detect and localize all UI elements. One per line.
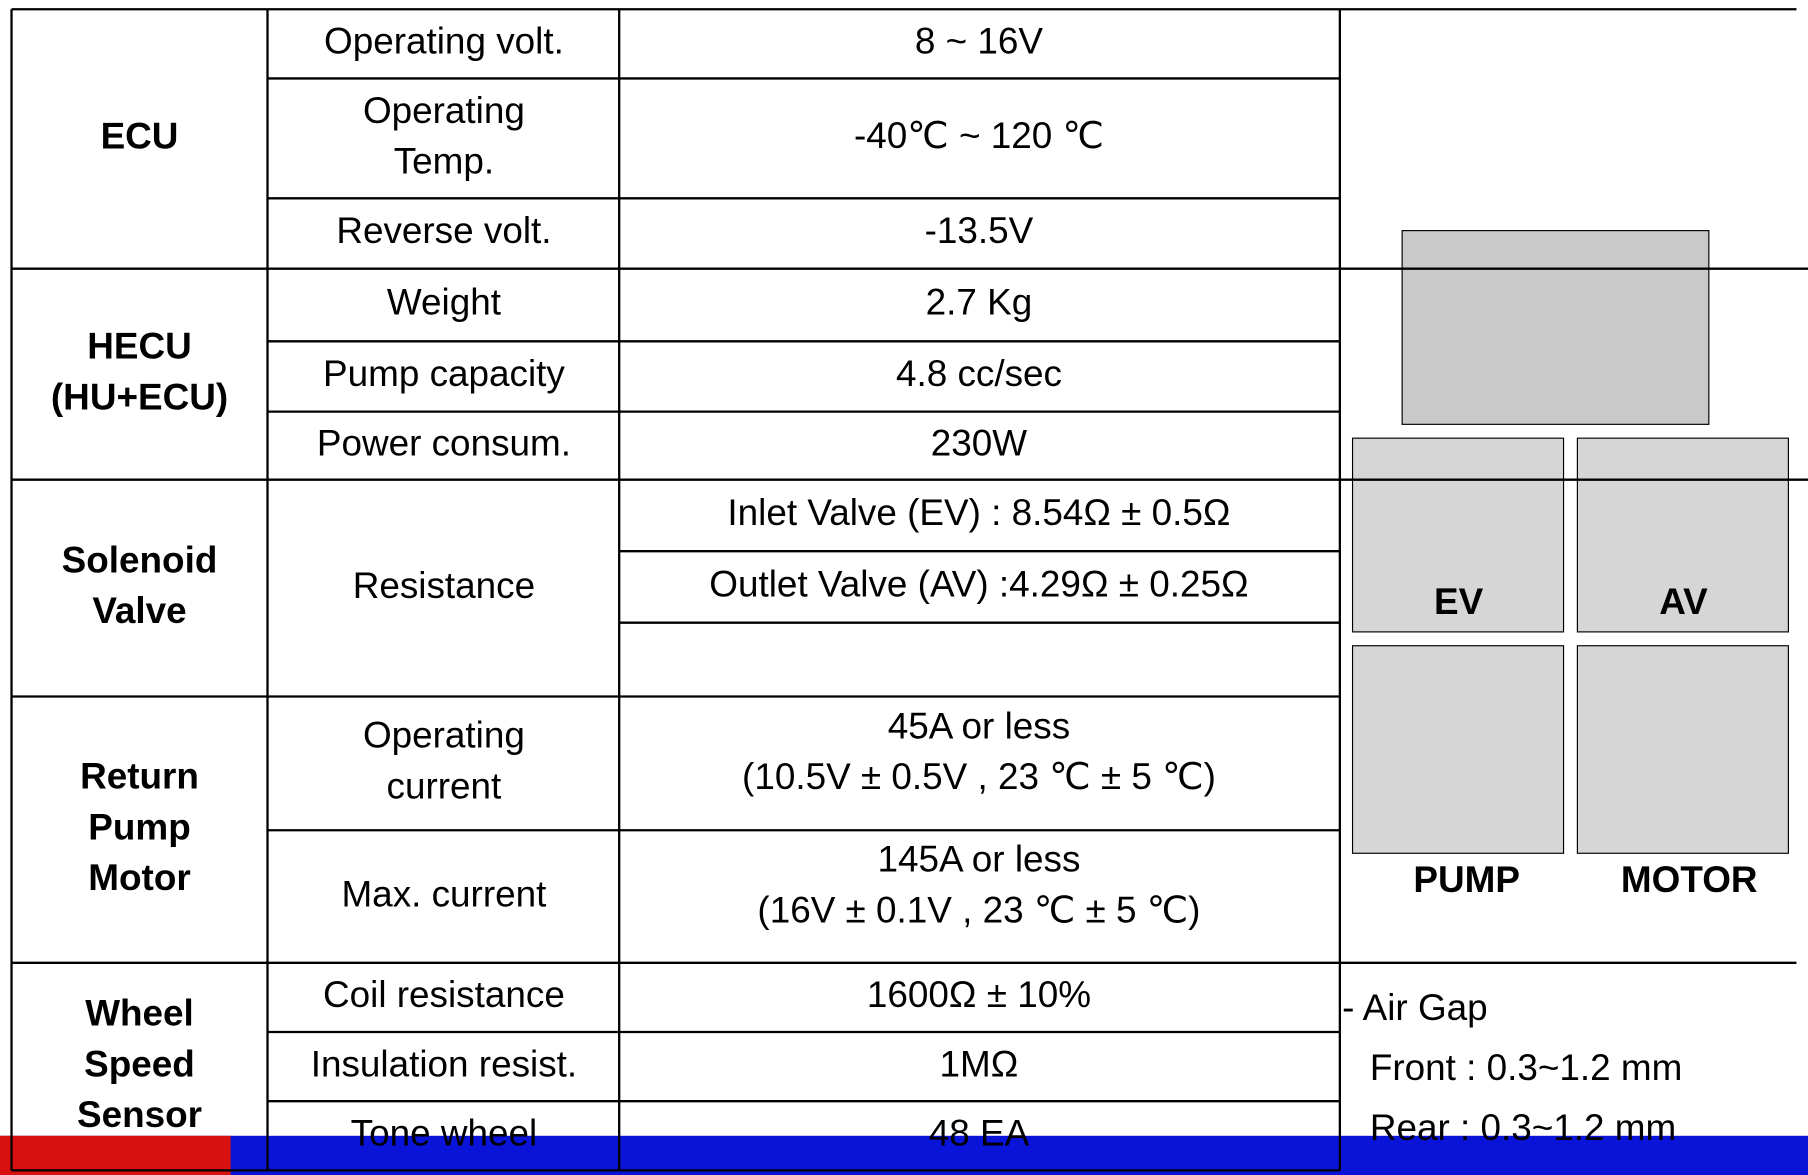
param-label: Insulation resist. xyxy=(311,1043,577,1084)
value: 4.8 cc/sec xyxy=(896,353,1062,394)
param-label: Pump capacity xyxy=(323,353,565,394)
hecu-photo xyxy=(1401,230,1710,425)
param-label: Reverse volt. xyxy=(336,210,551,251)
section-label: Valve xyxy=(92,590,186,631)
param-label: current xyxy=(387,765,502,806)
value: 48 EA xyxy=(929,1113,1030,1154)
value: -13.5V xyxy=(925,210,1034,251)
param-label: Tone wheel xyxy=(351,1113,538,1154)
param-label: Operating xyxy=(363,715,525,756)
photo-label: PUMP xyxy=(1413,859,1520,900)
value: 8 ~ 16V xyxy=(915,21,1044,62)
value: Outlet Valve (AV) :4.29Ω ± 0.25Ω xyxy=(709,564,1248,605)
param-label: Power consum. xyxy=(317,422,571,463)
pump-photo xyxy=(1351,645,1565,854)
section-label: Wheel xyxy=(85,993,194,1034)
value: 45A or less xyxy=(888,706,1070,747)
ev-photo xyxy=(1351,437,1565,633)
value: -40℃ ~ 120 ℃ xyxy=(854,115,1104,156)
param-label: Operating xyxy=(363,90,525,131)
section-label: HECU xyxy=(87,326,191,367)
footer-decoration xyxy=(0,1135,231,1175)
section-label: Sensor xyxy=(77,1094,202,1135)
photo-label: AV xyxy=(1659,581,1708,622)
value: (10.5V ± 0.5V , 23 ℃ ± 5 ℃) xyxy=(742,756,1216,797)
section-label: (HU+ECU) xyxy=(51,376,228,417)
section-label: Speed xyxy=(84,1043,195,1084)
value: Inlet Valve (EV) : 8.54Ω ± 0.5Ω xyxy=(727,492,1230,533)
footer-banner xyxy=(0,1135,1808,1175)
section-label: Return xyxy=(80,756,199,797)
param-label: Coil resistance xyxy=(323,974,565,1015)
param-label: Weight xyxy=(387,282,501,323)
section-label: Pump xyxy=(88,806,190,847)
value: 1600Ω ± 10% xyxy=(867,974,1091,1015)
section-label: ECU xyxy=(101,116,179,157)
value: (16V ± 0.1V , 23 ℃ ± 5 ℃) xyxy=(757,889,1200,930)
param-label: Temp. xyxy=(394,140,494,181)
av-photo xyxy=(1576,437,1789,633)
photo-label: MOTOR xyxy=(1621,859,1758,900)
table-grid xyxy=(10,8,1808,1172)
param-label: Max. current xyxy=(341,873,546,914)
value: 145A or less xyxy=(877,839,1080,880)
section-label: Motor xyxy=(88,857,190,898)
value: 230W xyxy=(931,422,1028,463)
motor-photo xyxy=(1576,645,1789,854)
param-label: Resistance xyxy=(353,565,535,606)
air-gap-note: Rear : 0.3~1.2 mm xyxy=(1370,1107,1676,1148)
air-gap-note: - Air Gap xyxy=(1342,987,1488,1028)
air-gap-note: Front : 0.3~1.2 mm xyxy=(1370,1047,1683,1088)
value: 1MΩ xyxy=(940,1043,1019,1084)
value: 2.7 Kg xyxy=(926,282,1033,323)
section-label: Solenoid xyxy=(62,539,218,580)
photo-label: EV xyxy=(1434,581,1484,622)
param-label: Operating volt. xyxy=(324,21,564,62)
